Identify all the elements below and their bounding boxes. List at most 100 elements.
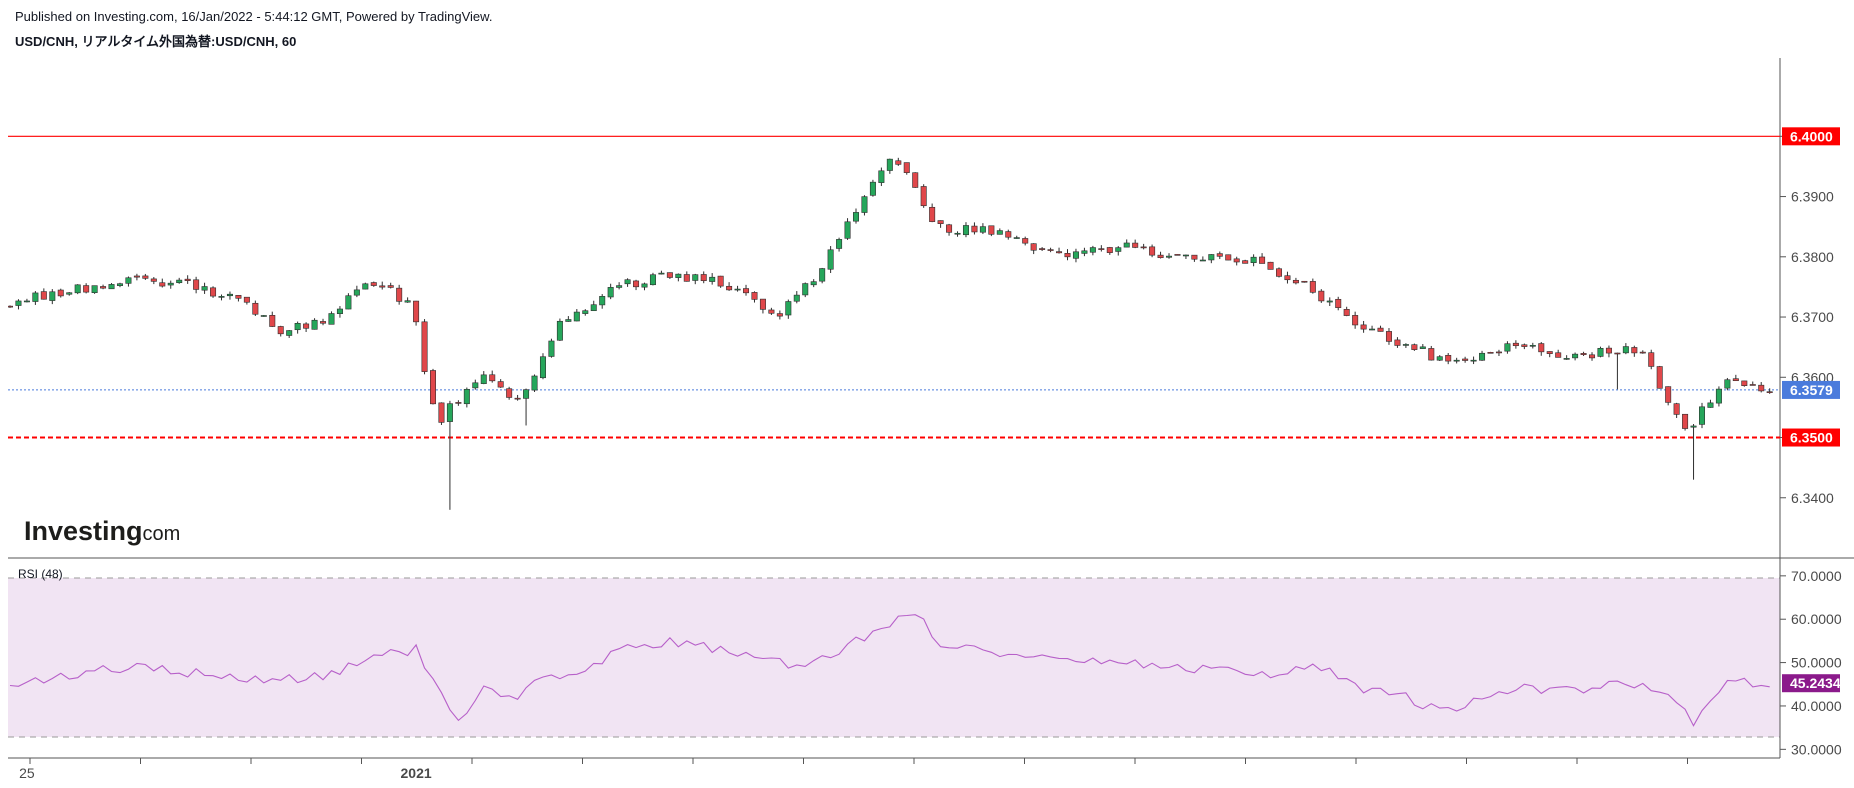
time-tick-label: 2021 — [401, 765, 432, 781]
candle — [1758, 382, 1765, 393]
candle — [1487, 351, 1494, 354]
candle — [1106, 246, 1113, 255]
candle — [531, 374, 538, 392]
candle — [1597, 346, 1604, 358]
candle — [1369, 325, 1376, 331]
candle — [709, 273, 716, 285]
candle — [717, 275, 724, 288]
candle — [387, 282, 394, 289]
candle — [1292, 277, 1299, 285]
candle — [66, 292, 73, 296]
candle — [1005, 229, 1012, 240]
logo-suffix: .com — [137, 523, 180, 545]
candle — [472, 379, 479, 390]
candle — [776, 310, 783, 320]
symbol-title: USD/CNH, リアルタイム外国為替:USD/CNH, 60 — [15, 34, 297, 49]
level-badge-label: 6.4000 — [1790, 128, 1833, 144]
candle — [954, 231, 961, 237]
candle — [1284, 271, 1291, 284]
candle — [649, 272, 656, 286]
candle — [1402, 343, 1409, 348]
candle — [1732, 374, 1739, 382]
candle — [167, 280, 174, 289]
candle — [514, 394, 521, 401]
candle — [946, 223, 953, 236]
candle — [548, 338, 555, 358]
candle — [962, 222, 969, 238]
time-axis[interactable]: 25 2021 — [19, 758, 1688, 781]
candle — [1631, 345, 1638, 357]
candle — [996, 228, 1003, 235]
candle — [683, 271, 690, 282]
candle — [311, 318, 318, 330]
rsi-axis[interactable]: 30.0000 40.0000 50.0000 60.0000 70.0000 — [1780, 568, 1842, 757]
candle — [734, 285, 741, 292]
candle — [497, 379, 504, 388]
candle — [1546, 351, 1553, 358]
candle — [624, 278, 631, 287]
candle — [929, 203, 936, 223]
candle — [303, 322, 310, 333]
candle — [590, 300, 597, 312]
candle — [210, 286, 217, 298]
candle — [1495, 349, 1502, 356]
rsi-tick-label: 60.0000 — [1791, 611, 1842, 627]
candle — [1656, 365, 1663, 389]
rsi-tick-label: 70.0000 — [1791, 568, 1842, 584]
last-price-badge: 6.3579 — [1782, 380, 1840, 399]
candle — [413, 300, 420, 326]
candle — [1419, 344, 1426, 349]
candle — [768, 307, 775, 315]
candle — [1470, 356, 1477, 365]
candle — [1335, 296, 1342, 311]
candle — [912, 172, 919, 188]
candle — [844, 218, 851, 240]
candle — [91, 285, 98, 294]
candle — [1250, 254, 1257, 267]
candle — [1089, 245, 1096, 256]
candle — [1267, 261, 1274, 270]
price-axis[interactable]: 6.34006.35006.36006.37006.38006.39006.40… — [1780, 128, 1834, 506]
candle — [133, 273, 140, 281]
candle — [1166, 253, 1173, 259]
candle — [1259, 253, 1266, 264]
candle — [1318, 289, 1325, 303]
price-tick-label: 6.3800 — [1791, 249, 1834, 265]
candle — [1208, 254, 1215, 264]
candle — [988, 225, 995, 237]
candle — [320, 318, 327, 326]
candle — [1352, 311, 1359, 329]
candle — [1453, 357, 1460, 364]
candle — [1699, 402, 1706, 429]
candle — [269, 311, 276, 328]
candle — [1174, 254, 1181, 256]
candle — [235, 295, 242, 302]
candle — [1445, 353, 1452, 365]
candle — [1072, 248, 1079, 263]
candle — [1605, 345, 1612, 358]
candle — [793, 291, 800, 304]
candle — [836, 237, 843, 252]
candle — [633, 279, 640, 291]
candle — [819, 267, 826, 284]
candle — [1039, 247, 1046, 252]
candle — [573, 309, 580, 322]
candle — [785, 299, 792, 319]
candle — [1462, 356, 1469, 363]
candle — [176, 277, 183, 284]
candle — [666, 272, 673, 279]
rsi-value-badge-label: 45.2434 — [1790, 675, 1841, 691]
candle — [1301, 280, 1308, 283]
candle — [903, 162, 910, 175]
candle — [1428, 345, 1435, 361]
candle — [108, 283, 115, 290]
candle — [260, 315, 267, 317]
axis-badges: 6.4000 6.3500 6.3579 45.2434 — [1782, 127, 1841, 693]
candle — [810, 279, 817, 288]
candle — [743, 284, 750, 296]
candle — [1555, 349, 1562, 358]
candle — [1673, 402, 1680, 418]
candle — [1149, 244, 1156, 258]
candle — [150, 277, 157, 285]
